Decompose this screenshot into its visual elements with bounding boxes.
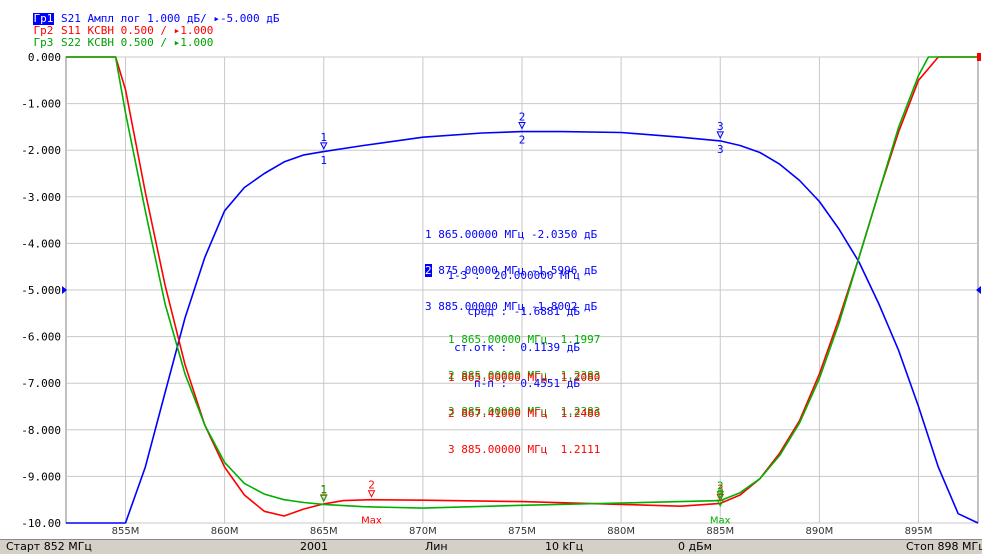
- y-tick-label: -6.000: [21, 331, 61, 344]
- marker-triangle-icon: [716, 131, 725, 140]
- marker-label: 1: [320, 483, 327, 496]
- marker-triangle-icon: [367, 490, 376, 498]
- marker-id: 3: [425, 300, 432, 313]
- max-marker-label: Max: [361, 516, 382, 527]
- y-tick-label: -3.000: [21, 191, 61, 204]
- y-tick-label: -10.00: [21, 517, 61, 530]
- marker-id: 1: [425, 228, 432, 241]
- s22-marker-row-2[interactable]: 2 885.00000 МГц 1.2383: [448, 369, 601, 382]
- trace-2-settings: S11 КСВН 0.500 / ▸1.000: [54, 24, 214, 37]
- marker-label-below: 1: [320, 154, 327, 167]
- active-marker-id: 2: [425, 264, 432, 277]
- stat-stddev: ст.отк : 0.1139 дБ: [454, 341, 580, 354]
- trace-1-label[interactable]: Гр1 S21 Ампл лог 1.000 дБ/ ▸-5.000 дБ: [6, 1, 280, 37]
- marker-label: 3: [717, 488, 724, 501]
- s22-marker-row-3[interactable]: 3 885.00000 МГц 1.2383: [448, 405, 601, 418]
- y-tick-label: -9.000: [21, 470, 61, 483]
- x-tick-label: 875M: [508, 526, 536, 537]
- marker-label-below: 2: [519, 134, 526, 147]
- s22-marker-row-1[interactable]: 1 865.00000 МГц 1.1997: [448, 333, 601, 346]
- x-tick-label: 890M: [806, 526, 834, 537]
- y-tick-label: -4.000: [21, 237, 61, 250]
- y-tick-label: -7.000: [21, 377, 61, 390]
- trace-end-indicator: [977, 53, 981, 61]
- y-tick-label: -5.000: [21, 284, 61, 297]
- power-level[interactable]: 0 дБм: [678, 540, 712, 553]
- s11-marker-row-2[interactable]: 2 867.41000 МГц 1.2486: [448, 407, 601, 420]
- s11-marker-row-3[interactable]: 3 885.00000 МГц 1.2111: [448, 443, 601, 456]
- marker-label: 1: [320, 483, 327, 496]
- trace-3-tag[interactable]: Гр3: [33, 36, 54, 49]
- if-bandwidth[interactable]: 10 kГц: [545, 540, 584, 553]
- y-tick-label: 0.000: [28, 51, 61, 64]
- trace-1-settings: S21 Ампл лог 1.000 дБ/ ▸-5.000 дБ: [54, 12, 280, 25]
- y-tick-label: -2.000: [21, 144, 61, 157]
- marker-triangle-icon: [716, 491, 725, 499]
- stop-frequency[interactable]: Стоп 898 МГц: [906, 540, 982, 553]
- y-tick-label: -8.000: [21, 424, 61, 437]
- s21-marker-readout: 1 865.00000 МГц -2.0350 дБ 2 875.00000 М…: [425, 205, 597, 325]
- stat-mean: сред : -1.6881 дБ: [467, 305, 580, 318]
- marker-label: 1: [320, 131, 327, 144]
- stat-peak-to-peak: п-п : 0.4551 дБ: [474, 377, 580, 390]
- marker-triangle-icon: [518, 122, 526, 130]
- start-frequency[interactable]: Старт 852 МГц: [6, 540, 92, 553]
- sweep-points[interactable]: 2001: [300, 540, 328, 553]
- marker-label: 3: [717, 120, 724, 133]
- stat-span: 1-3 : 20.000000 МГц: [447, 269, 580, 282]
- s21-marker-row-1[interactable]: 1 865.00000 МГц -2.0350 дБ: [425, 229, 597, 241]
- marker-value: 865.00000 МГц -2.0350 дБ: [431, 228, 598, 241]
- x-tick-label: 885M: [706, 526, 734, 537]
- marker-triangle-icon: [319, 142, 328, 150]
- s21-marker-row-2[interactable]: 2 875.00000 МГц -1.5996 дБ: [425, 264, 598, 277]
- s21-statistics: 1-3 : 20.000000 МГц сред : -1.6881 дБ ст…: [430, 246, 580, 402]
- sweep-type[interactable]: Лин: [425, 540, 448, 553]
- marker-triangle-icon: [319, 494, 328, 503]
- x-tick-label: 880M: [607, 526, 635, 537]
- marker-label-below: 3: [717, 143, 724, 156]
- x-tick-label: 870M: [409, 526, 437, 537]
- max-marker-label: Max: [710, 516, 731, 527]
- s21-marker-row-3[interactable]: 3 885.00000 МГц -1.8002 дБ: [425, 301, 597, 313]
- marker-label: 3: [717, 482, 724, 495]
- marker-label: 2: [368, 479, 375, 492]
- marker-label: 2: [519, 111, 526, 124]
- s11-marker-readout: 1 865.00000 МГц 1.2080 2 867.41000 МГц 1…: [448, 348, 600, 468]
- trace-2-tag[interactable]: Гр2: [33, 24, 54, 37]
- marker-triangle-icon: [716, 499, 725, 508]
- trace-3-label[interactable]: Гр3 S22 КСВН 0.500 / ▸1.000: [6, 25, 214, 61]
- trace-2-label[interactable]: Гр2 S11 КСВН 0.500 / ▸1.000: [6, 13, 214, 49]
- x-tick-label: 855M: [112, 526, 140, 537]
- trace-1-tag[interactable]: Гр1: [32, 12, 55, 25]
- trace-s22[interactable]: [66, 56, 978, 509]
- s22-marker-readout: 1 865.00000 МГц 1.1997 2 885.00000 МГц 1…: [448, 310, 600, 430]
- trace-s21[interactable]: [66, 130, 979, 524]
- marker-triangle-icon: [716, 493, 725, 502]
- marker-label: 2: [717, 480, 724, 493]
- reference-level-right-icon: [976, 286, 981, 294]
- x-tick-label: 895M: [905, 526, 933, 537]
- trace-header: Гр1 S21 Ампл лог 1.000 дБ/ ▸-5.000 дБ Гр…: [0, 0, 982, 54]
- status-bar: Старт 852 МГц 2001 Лин 10 kГц 0 дБм Стоп…: [0, 539, 982, 554]
- marker-value: 885.00000 МГц -1.8002 дБ: [431, 300, 598, 313]
- trace-3-settings: S22 КСВН 0.500 / ▸1.000: [54, 36, 214, 49]
- reference-level-left-icon: [62, 286, 67, 294]
- s11-marker-row-1[interactable]: 1 865.00000 МГц 1.2080: [448, 371, 601, 384]
- marker-value: 875.00000 МГц -1.5996 дБ: [431, 264, 598, 277]
- x-tick-label: 865M: [310, 526, 338, 537]
- x-tick-label: 860M: [211, 526, 239, 537]
- y-tick-label: -1.000: [21, 98, 61, 111]
